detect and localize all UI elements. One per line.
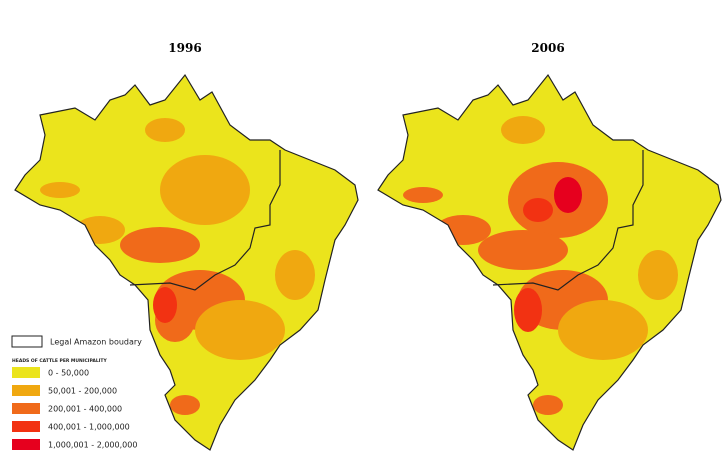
region (501, 116, 545, 144)
region (403, 187, 443, 203)
region (120, 227, 200, 263)
region (435, 215, 491, 245)
legend-label: 1,000,001 - 2,000,000 (48, 441, 137, 450)
map-title: 2006 (531, 41, 564, 55)
legend: Legal Amazon boudary HEADS OF CATTLE PER… (11, 335, 142, 450)
legend-swatch (12, 367, 40, 378)
legend-swatch (12, 421, 40, 432)
region (638, 250, 678, 300)
region (554, 177, 582, 213)
municipalities (40, 118, 315, 415)
region (558, 300, 648, 360)
legend-swatch (12, 385, 40, 396)
legend-swatch (12, 403, 40, 414)
region (478, 230, 568, 270)
region (514, 288, 542, 332)
region (160, 155, 250, 225)
legend-label: 200,001 - 400,000 (48, 405, 122, 414)
map-1996: 1996 (14, 41, 359, 451)
region (275, 250, 315, 300)
boundary-swatch (11, 335, 43, 348)
legend-heading: HEADS OF CATTLE PER MUNICIPALITY (12, 358, 107, 364)
region (523, 198, 553, 222)
region (170, 395, 200, 415)
map-2006: 2006 (377, 41, 722, 451)
region (40, 182, 80, 198)
region (533, 395, 563, 415)
region (145, 118, 185, 142)
legend-swatch (12, 439, 40, 450)
legend-label: 400,001 - 1,000,000 (48, 423, 130, 432)
region (153, 287, 177, 323)
boundary-label: Legal Amazon boudary (50, 338, 142, 347)
map-title: 1996 (168, 41, 201, 55)
legend-label: 0 - 50,000 (48, 369, 89, 378)
region (75, 216, 125, 244)
legend-label: 50,001 - 200,000 (48, 387, 117, 396)
region (195, 300, 285, 360)
